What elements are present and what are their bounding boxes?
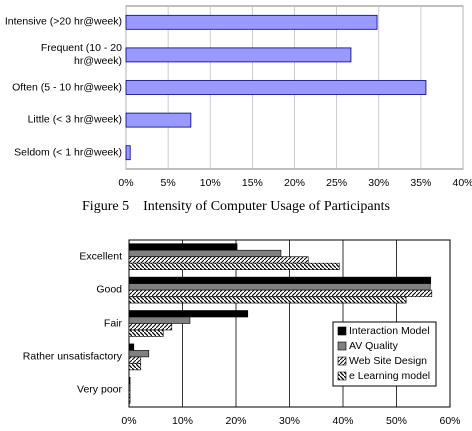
bar: [128, 243, 238, 251]
legend-label: e Learning model: [349, 370, 430, 382]
y-tick-label: Intensive (>20 hr@week): [4, 15, 122, 28]
bar: [128, 389, 131, 398]
bar: [128, 262, 340, 271]
x-tick-label: 0%: [118, 177, 133, 189]
y-tick-label: Excellent: [79, 250, 122, 263]
bar: [128, 276, 432, 284]
x-tick-label: 30%: [279, 415, 300, 427]
legend-swatch: [337, 326, 347, 336]
legend-label: AV Quality: [349, 340, 399, 352]
y-tick-label: Rather unsatisfactory: [22, 350, 122, 363]
legend-label: Interaction Model: [349, 325, 430, 337]
bar: [128, 283, 431, 291]
legend-swatch: [337, 341, 347, 351]
bar: [128, 323, 173, 331]
x-tick-label: 0%: [121, 415, 136, 427]
bar: [128, 296, 407, 304]
figure-caption: Figure 5 Intensity of Computer Usage of …: [82, 199, 390, 214]
legend-box: [332, 321, 437, 387]
y-tick-label: Often (5 - 10 hr@week): [12, 81, 122, 93]
x-tick-label: 5%: [161, 177, 176, 189]
bar: [125, 14, 378, 30]
y-tick-label: Fair: [103, 317, 122, 329]
bar: [125, 80, 427, 95]
bar: [125, 145, 131, 161]
x-tick-label: 50%: [386, 415, 407, 427]
bar: [128, 376, 131, 385]
bar: [128, 256, 309, 264]
y-tick-label: Very poor: [77, 383, 122, 396]
x-tick-label: 40%: [332, 415, 353, 427]
x-tick-label: 25%: [326, 177, 347, 189]
bar: [128, 249, 282, 257]
legend-swatch: [337, 371, 347, 381]
legend-label: Web Site Design: [349, 355, 427, 367]
bar: [128, 343, 135, 351]
x-tick-label: 10%: [172, 415, 193, 427]
x-tick-label: 40%: [452, 177, 472, 189]
y-tick-label: Little (< 3 hr@week): [27, 113, 122, 126]
bar: [128, 356, 142, 364]
bar: [125, 47, 352, 63]
bar: [128, 363, 142, 371]
y-tick-label: Seldom (< 1 hr@week): [14, 146, 122, 159]
x-tick-label: 10%: [200, 177, 221, 189]
x-tick-label: 20%: [284, 177, 305, 189]
x-tick-label: 30%: [368, 177, 389, 189]
x-tick-label: 60%: [439, 415, 460, 427]
bar: [125, 112, 192, 128]
y-tick-label: Frequent (10 - 20 hr@week): [40, 41, 122, 67]
x-tick-label: 15%: [242, 177, 263, 189]
bar: [128, 396, 131, 404]
bar: [128, 350, 150, 358]
bar: [128, 316, 191, 324]
x-tick-label: 20%: [225, 415, 246, 427]
bar: [128, 310, 249, 318]
x-tick-label: 35%: [410, 177, 431, 189]
bar: [128, 289, 433, 297]
y-tick-label: Good: [96, 283, 122, 296]
legend-swatch: [337, 356, 347, 366]
bar: [128, 383, 131, 391]
bar: [128, 329, 164, 337]
